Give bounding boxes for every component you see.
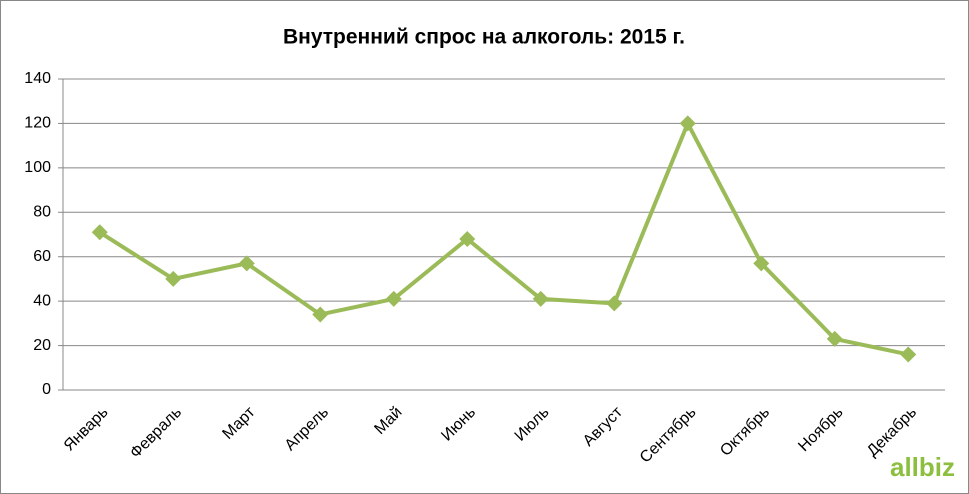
data-point: [459, 230, 476, 247]
y-tick-label: 60: [33, 248, 51, 265]
y-tick-label: 100: [24, 159, 51, 176]
data-point: [606, 295, 623, 312]
data-point: [900, 346, 917, 363]
y-tick-label: 80: [33, 204, 51, 221]
data-point: [312, 306, 329, 323]
data-point: [679, 115, 696, 132]
data-point: [826, 330, 843, 347]
y-tick-label: 0: [42, 381, 51, 398]
data-point: [165, 270, 182, 287]
data-point: [91, 224, 108, 241]
series-line: [98, 121, 909, 357]
y-tick-label: 120: [24, 115, 51, 132]
y-tick-label: 40: [33, 292, 51, 309]
watermark: allbiz: [890, 452, 955, 482]
y-tick-label: 140: [24, 70, 51, 87]
data-point: [753, 255, 770, 272]
y-tick-label: 20: [33, 337, 51, 354]
data-point: [385, 290, 402, 307]
data-point: [238, 255, 255, 272]
chart-title: Внутренний спрос на алкоголь: 2015 г.: [283, 26, 685, 49]
data-point: [532, 290, 549, 307]
